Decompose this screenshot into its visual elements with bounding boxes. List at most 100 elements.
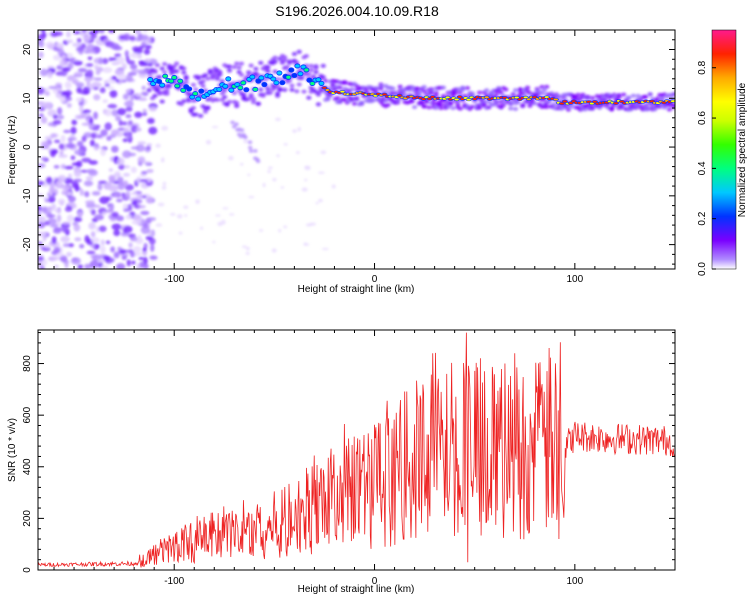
spectrogram-noise-cell (155, 223, 163, 227)
spectrogram-tone-halo (200, 79, 206, 84)
spectrogram-tone-halo (222, 88, 228, 93)
spectrogram-noise-cell (283, 143, 288, 146)
spectrogram-ridge-core (274, 81, 279, 85)
spectrogram-noise-cell (111, 75, 118, 81)
spectrogram-tone-halo (190, 105, 197, 110)
spectrogram-noise-cell (83, 180, 94, 187)
spectrogram-noise-cell (129, 93, 135, 101)
spectrogram-noise-cell (98, 30, 105, 34)
spectrogram-tone-halo (452, 91, 459, 96)
spectrogram-noise-cell (142, 112, 148, 116)
spectrogram-tone-halo (527, 103, 533, 108)
spectrogram-noise-cell (57, 174, 67, 183)
spectrogram-noise-cell (147, 117, 155, 124)
spectrogram-noise-cell (116, 176, 124, 183)
spectrogram-noise-cell (79, 244, 85, 249)
spectrogram-tone-halo (277, 56, 283, 61)
spectrogram-tone-halo (272, 55, 278, 60)
spectrogram-tone-halo (433, 105, 439, 110)
spectrogram-tone-halo (496, 85, 502, 90)
spectrogram-noise-cell (267, 166, 273, 170)
spectrogram-ridge-core (670, 100, 675, 103)
spectrogram-noise-cell (125, 190, 131, 199)
spectrogram-ridge-core (235, 82, 240, 87)
spectrogram-ridge-core (502, 96, 507, 99)
spectrogram-noise-cell (125, 89, 131, 94)
spectrogram-tone-halo (385, 102, 391, 107)
spectrogram-streak (255, 159, 261, 164)
spectrogram-noise-cell (40, 156, 47, 161)
spectrogram-ridge (147, 63, 675, 106)
spectrogram-tone-halo (551, 102, 557, 107)
spectrogram-tone-halo (323, 78, 329, 83)
spectrogram-ridge-core (217, 87, 222, 92)
spectrogram-noise-cell (123, 208, 130, 212)
spectrogram-ridge-core (286, 75, 291, 79)
spectrogram-noise-cell (95, 38, 102, 44)
spectrogram-noise-cell (75, 82, 85, 88)
spectrogram-noise-cell (111, 223, 122, 231)
spectrogram-ridge-core (301, 65, 306, 69)
spectrogram-ridge-core (427, 97, 432, 100)
spectrogram-noise-cell (130, 69, 141, 73)
spectrogram-noise-cell (66, 31, 71, 38)
spectrogram-noise-cell (79, 189, 85, 196)
spectrogram-noise-cell (131, 200, 138, 207)
spectrogram-noise-cell (42, 183, 49, 188)
spectrogram-noise-cell (318, 171, 325, 174)
spectrogram-noise-cell (115, 263, 126, 269)
spectrogram-noise-cell (116, 198, 123, 203)
spectrogram-noise-cell (62, 221, 71, 225)
spectrogram-noise-cell (130, 52, 140, 58)
spectrogram-noise-cell (110, 129, 120, 135)
spectrogram-noise-cell (142, 108, 147, 113)
spectrogram-noise-cell (66, 251, 72, 257)
spectrogram-noise-cell (67, 62, 74, 70)
spectrogram-noise-cell (48, 85, 58, 90)
spectrogram-noise-cell (54, 208, 62, 214)
spectrogram-tone-halo (582, 107, 588, 112)
spectrogram-ridge-core (553, 98, 559, 101)
spectrogram-noise-cell (63, 129, 71, 134)
spectrogram-noise-cell (220, 219, 226, 225)
spectrogram-tone-halo (541, 88, 547, 93)
spectrogram-noise-cell (108, 168, 114, 172)
spectrogram-noise-cell (267, 169, 271, 174)
spectrogram-ridge-core (159, 83, 165, 87)
spectrogram-noise-cell (60, 236, 70, 243)
spectrogram-tone-halo (431, 101, 437, 106)
spectrogram-noise-cell (143, 161, 151, 165)
spectrogram-noise-cell (53, 139, 61, 144)
spectrogram-tone-halo (277, 87, 283, 92)
spectrogram-tone-halo (657, 104, 663, 109)
spectrogram-noise-cell (199, 226, 204, 230)
spectrogram-noise-cell (91, 191, 101, 196)
spectrogram-noise-cell (135, 127, 142, 132)
spectrogram-tone-halo (349, 87, 355, 92)
spectrogram-noise-cell (318, 198, 323, 203)
spectrogram-noise-cell (120, 231, 130, 237)
spectrogram-noise-cell (116, 56, 125, 65)
spectrogram-tone-halo (265, 65, 271, 70)
spectrogram-ridge-core (397, 94, 402, 97)
colorbar-label: Normalized spectral amplitude (737, 82, 748, 217)
spectrogram-noise-cell (50, 68, 56, 72)
spectrogram-tone-halo (205, 105, 211, 110)
spectrogram-noise-cell (71, 119, 78, 126)
spectrogram-noise-cell (215, 214, 221, 217)
spectrogram-tone-halo (183, 76, 189, 81)
spectrogram-noise-cell (82, 86, 91, 95)
spectrogram-noise-cell (107, 86, 115, 90)
spectrogram-noise-cell (70, 257, 81, 265)
colorbar-gradient (711, 29, 737, 270)
spectrogram-tone-halo (484, 88, 490, 93)
spectrogram-streak (238, 134, 244, 139)
spectrogram-noise-cell (89, 139, 95, 147)
spectrogram-tone-halo (397, 84, 403, 89)
spectrogram-noise-cell (148, 106, 157, 112)
spectrogram-streak (247, 145, 253, 150)
spectrogram-tone-halo (152, 68, 158, 73)
spectrogram-noise-cell (103, 80, 109, 85)
spectrogram-noise-cell (82, 35, 92, 41)
spectrogram-noise-cell (97, 182, 103, 191)
